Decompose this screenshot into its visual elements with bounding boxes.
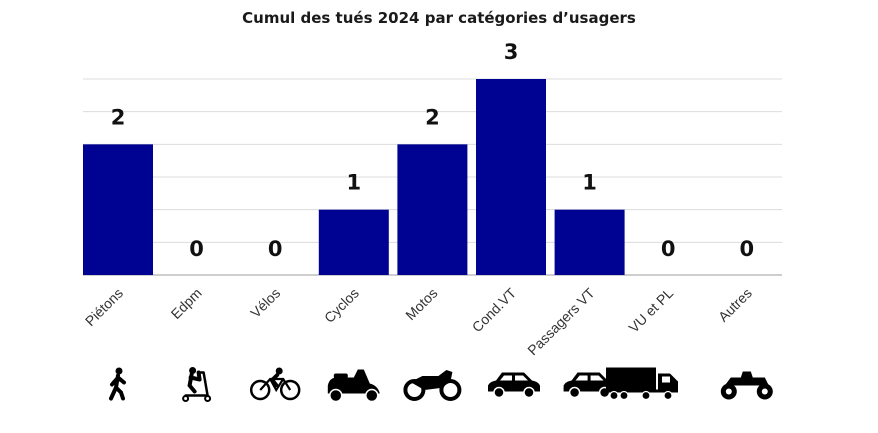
motorcycle-icon xyxy=(403,370,462,401)
data-label: 0 xyxy=(268,237,283,261)
category-icons xyxy=(109,367,773,403)
data-label: 0 xyxy=(189,237,204,261)
quad-icon xyxy=(720,371,773,400)
data-label: 1 xyxy=(346,171,361,195)
bar xyxy=(318,209,389,275)
data-label: 1 xyxy=(582,171,597,195)
bars xyxy=(83,79,625,275)
bicycle-icon xyxy=(249,367,301,401)
x-tick-label: Piétons xyxy=(82,285,126,329)
bar xyxy=(397,144,468,275)
pedestrian-icon xyxy=(109,367,126,401)
moped-icon xyxy=(327,369,380,403)
data-label: 0 xyxy=(739,237,754,261)
bar xyxy=(476,79,546,275)
data-label: 2 xyxy=(111,105,126,129)
car-icon xyxy=(488,372,540,399)
scooter-icon xyxy=(182,367,212,402)
x-tick-label: Autres xyxy=(715,285,755,325)
x-tick-label: Cyclos xyxy=(321,285,362,326)
x-tick-label: Vélos xyxy=(247,285,283,321)
chart-title: Cumul des tués 2024 par catégories d’usa… xyxy=(242,9,636,27)
truck-icon xyxy=(606,367,678,401)
x-tick-label: Passagers VT xyxy=(524,285,598,359)
x-tick-label: Edpm xyxy=(168,285,205,322)
data-label: 3 xyxy=(504,40,519,64)
value-labels: 2 0 0 1 2 3 1 0 0 xyxy=(111,40,754,261)
x-tick-labels: Piétons Edpm Vélos Cyclos Motos Cond.VT Passag… xyxy=(82,284,755,358)
x-tick-label: VU et PL xyxy=(625,285,676,336)
data-label: 0 xyxy=(661,237,676,261)
bar xyxy=(554,209,625,275)
x-tick-label: Cond.VT xyxy=(469,284,520,335)
car-icon xyxy=(563,372,616,399)
bar xyxy=(83,144,153,275)
x-tick-label: Motos xyxy=(402,285,440,323)
data-label: 2 xyxy=(425,105,440,129)
